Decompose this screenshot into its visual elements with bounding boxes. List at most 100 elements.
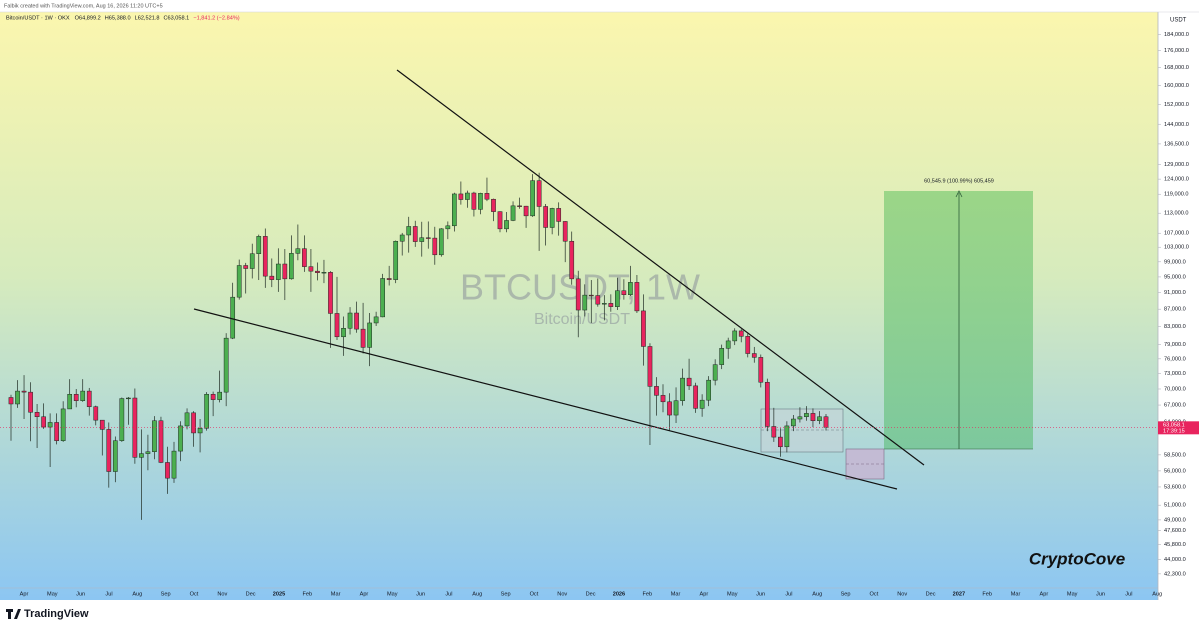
candle-body xyxy=(28,391,33,413)
x-tick-label: Dec xyxy=(586,591,596,597)
candle-body xyxy=(354,312,359,330)
candle-body xyxy=(171,450,177,479)
x-tick-label: Nov xyxy=(557,591,567,597)
candle-body xyxy=(399,234,405,242)
candle-body xyxy=(15,390,20,405)
y-tick-label: 70,000.0 xyxy=(1164,386,1186,392)
candle-body xyxy=(615,290,620,307)
candle-body xyxy=(393,240,399,280)
x-tick-label: 2025 xyxy=(273,591,285,597)
x-tick-label: Mar xyxy=(331,591,341,597)
x-tick-label: Nov xyxy=(217,591,227,597)
x-tick-label: Jul xyxy=(445,591,452,597)
candle-body xyxy=(256,236,262,254)
candle-body xyxy=(654,386,659,396)
candle-body xyxy=(93,406,99,421)
candle-body xyxy=(706,379,711,401)
candle-body xyxy=(341,327,346,338)
candle-body xyxy=(412,226,418,242)
candle-body xyxy=(458,193,464,200)
x-tick-label: Sep xyxy=(501,591,511,597)
x-tick-label: Dec xyxy=(246,591,256,597)
candle-body xyxy=(386,278,392,280)
candle-body xyxy=(295,248,301,254)
y-tick-label: 56,000.0 xyxy=(1164,468,1186,474)
candle-body xyxy=(556,208,562,222)
x-tick-label: Apr xyxy=(1040,591,1049,597)
candle-body xyxy=(21,390,27,393)
y-tick-label: 152,000.0 xyxy=(1164,102,1189,108)
candle-body xyxy=(549,208,555,228)
candle-body xyxy=(660,395,666,403)
last-price-label: 63,058.1 xyxy=(1163,422,1185,428)
y-tick-label: 49,000.0 xyxy=(1164,517,1186,523)
candle-body xyxy=(686,377,692,387)
candle-body xyxy=(523,205,529,217)
lower-trendline xyxy=(193,308,898,490)
ohlc-label: O64,899.2 xyxy=(75,15,101,21)
candle-body xyxy=(491,198,496,212)
candle-body xyxy=(347,312,353,329)
candle-body xyxy=(719,348,725,365)
candle-body xyxy=(771,426,777,438)
footer xyxy=(0,600,1199,629)
candle-body xyxy=(817,416,822,421)
candle-body xyxy=(73,394,79,401)
candle-body xyxy=(738,330,744,337)
y-tick-label: 58,500.0 xyxy=(1164,452,1186,458)
y-tick-label: 144,000.0 xyxy=(1164,122,1189,128)
x-tick-label: Aug xyxy=(812,591,822,597)
candle-body xyxy=(497,211,503,230)
candle-body xyxy=(41,416,46,428)
x-tick-label: Oct xyxy=(870,591,879,597)
candle-body xyxy=(210,394,216,400)
candle-body xyxy=(223,337,229,393)
x-tick-label: Jun xyxy=(756,591,765,597)
candle-body xyxy=(197,427,203,434)
x-tick-label: Jun xyxy=(1096,591,1105,597)
header: Falbik created with TradingView.com, Aug… xyxy=(4,3,163,9)
footer-text: TradingView xyxy=(24,608,89,620)
candle-body xyxy=(764,381,770,427)
x-tick-label: Sep xyxy=(841,591,851,597)
y-tick-label: 184,000.0 xyxy=(1164,32,1189,38)
y-tick-label: 44,000.0 xyxy=(1164,557,1186,563)
candle-body xyxy=(425,237,431,239)
candle-body xyxy=(504,220,509,230)
y-tick-label: 73,000.0 xyxy=(1164,371,1186,377)
candle-body xyxy=(308,266,314,272)
candle-body xyxy=(165,462,170,479)
price-axis-background xyxy=(1158,12,1199,600)
y-tick-label: 99,000.0 xyxy=(1164,259,1186,265)
candle-body xyxy=(152,420,157,452)
candle-body xyxy=(236,265,242,298)
y-tick-label: 67,000.0 xyxy=(1164,403,1186,409)
candle-body xyxy=(80,390,86,401)
candle-body xyxy=(471,192,477,210)
x-tick-label: May xyxy=(727,591,738,597)
y-tick-label: 124,000.0 xyxy=(1164,177,1189,183)
measure-arrow-head xyxy=(955,190,963,198)
candle-body xyxy=(725,340,731,349)
candle-body xyxy=(804,413,809,418)
candle-body xyxy=(321,272,327,274)
candle-body xyxy=(438,228,444,256)
x-tick-label: Apr xyxy=(700,591,709,597)
candle-body xyxy=(745,336,751,354)
y-tick-label: 47,600.0 xyxy=(1164,528,1186,534)
candle-body xyxy=(562,221,568,242)
candle-body xyxy=(536,180,542,207)
x-tick-label: Jun xyxy=(416,591,425,597)
candle-body xyxy=(634,282,640,312)
x-tick-label: Aug xyxy=(1152,591,1162,597)
candle-body xyxy=(608,303,614,307)
candle-body xyxy=(275,263,281,280)
candle-body xyxy=(373,316,379,324)
candle-body xyxy=(445,225,451,230)
watermark-subtitle: Bitcoin/USDT xyxy=(534,311,630,328)
y-tick-label: 51,000.0 xyxy=(1164,503,1186,509)
candle-body xyxy=(432,237,438,256)
x-tick-label: May xyxy=(387,591,398,597)
candle-body xyxy=(54,422,59,441)
